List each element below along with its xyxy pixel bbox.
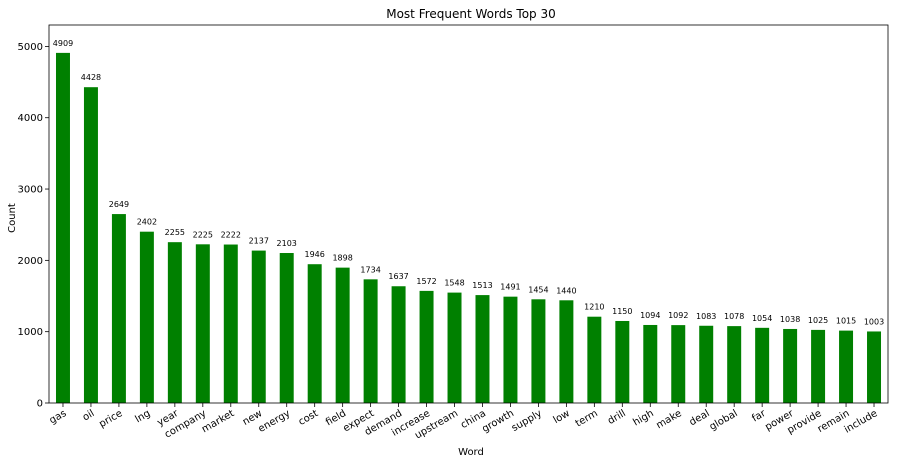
y-axis-title: Count bbox=[7, 203, 18, 233]
data-label-low: 1440 bbox=[556, 286, 576, 295]
bar-lng bbox=[139, 231, 154, 403]
bar-cost bbox=[307, 264, 322, 403]
x-tick-label-cost: cost bbox=[297, 408, 321, 428]
plot-frame bbox=[48, 24, 889, 404]
x-tick-label-term: term bbox=[574, 408, 600, 429]
data-label-gas: 4909 bbox=[53, 39, 73, 48]
x-tick-label-market: market bbox=[200, 408, 236, 435]
bar-term bbox=[587, 316, 602, 403]
x-tick-label-oil: oil bbox=[81, 408, 97, 423]
data-label-far: 1054 bbox=[752, 314, 772, 323]
bar-low bbox=[559, 300, 574, 403]
bar-oil bbox=[83, 87, 98, 403]
x-tick-label-drill: drill bbox=[606, 408, 628, 427]
data-label-year: 2255 bbox=[165, 228, 185, 237]
data-label-upstream: 1548 bbox=[444, 279, 464, 288]
bar-remain bbox=[839, 330, 854, 403]
bar-field bbox=[335, 267, 350, 403]
data-label-company: 2225 bbox=[193, 230, 213, 239]
bar-power bbox=[783, 328, 798, 403]
bar-energy bbox=[279, 253, 294, 403]
data-label-china: 1513 bbox=[472, 281, 492, 290]
bar-supply bbox=[531, 299, 546, 403]
bar-global bbox=[727, 326, 742, 403]
data-label-lng: 2402 bbox=[137, 218, 157, 227]
bar-new bbox=[251, 250, 266, 403]
bar-provide bbox=[811, 329, 826, 403]
x-tick-label-energy: energy bbox=[257, 408, 293, 435]
bar-expect bbox=[363, 279, 378, 403]
bar-market bbox=[223, 244, 238, 403]
x-tick-label-supply: supply bbox=[510, 408, 544, 434]
y-tick-label-2000: 2000 bbox=[18, 256, 43, 267]
chart-title: Most Frequent Words Top 30 bbox=[386, 7, 556, 21]
data-label-provide: 1025 bbox=[808, 316, 828, 325]
x-tick-label-make: make bbox=[654, 408, 683, 431]
bar-china bbox=[475, 295, 490, 403]
data-label-power: 1038 bbox=[780, 315, 800, 324]
x-tick-label-gas: gas bbox=[48, 408, 69, 426]
x-axis-title: Word bbox=[458, 447, 484, 458]
data-label-cost: 1946 bbox=[305, 250, 325, 259]
data-label-new: 2137 bbox=[249, 237, 269, 246]
y-tick-label-1000: 1000 bbox=[18, 327, 43, 338]
y-tick-label-3000: 3000 bbox=[18, 185, 43, 196]
data-label-include: 1003 bbox=[864, 317, 884, 326]
bar-demand bbox=[391, 286, 406, 403]
bar-increase bbox=[419, 290, 434, 403]
data-label-deal: 1083 bbox=[696, 312, 716, 321]
bar-growth bbox=[503, 296, 518, 403]
data-label-global: 1078 bbox=[724, 312, 744, 321]
data-label-drill: 1150 bbox=[612, 307, 632, 316]
bars-group bbox=[55, 52, 882, 403]
y-axis: 0 1000 2000 3000 4000 5000 bbox=[18, 42, 49, 410]
bar-far bbox=[755, 327, 770, 403]
y-tick-label-4000: 4000 bbox=[18, 113, 43, 124]
x-tick-label-global: global bbox=[708, 408, 740, 433]
data-label-expect: 1734 bbox=[360, 265, 380, 274]
bar-drill bbox=[615, 320, 630, 403]
data-label-energy: 2103 bbox=[277, 239, 297, 248]
data-label-remain: 1015 bbox=[836, 317, 856, 326]
bar-make bbox=[671, 325, 686, 403]
data-label-increase: 1572 bbox=[416, 277, 436, 286]
data-label-growth: 1491 bbox=[500, 283, 520, 292]
x-tick-label-low: low bbox=[552, 408, 572, 426]
bar-high bbox=[643, 324, 658, 403]
data-label-make: 1092 bbox=[668, 311, 688, 320]
bar-include bbox=[867, 331, 882, 403]
data-label-market: 2222 bbox=[221, 231, 241, 240]
bar-deal bbox=[699, 325, 714, 403]
data-labels-group: 4909 4428 2649 2402 2255 2225 2222 2137 2103 1946… bbox=[53, 39, 884, 327]
data-label-high: 1094 bbox=[640, 311, 660, 320]
bar-company bbox=[195, 244, 210, 403]
bar-upstream bbox=[447, 292, 462, 403]
bar-year bbox=[167, 242, 182, 403]
x-tick-label-lng: lng bbox=[133, 408, 152, 425]
data-label-oil: 4428 bbox=[81, 73, 101, 82]
x-tick-label-growth: growth bbox=[480, 408, 516, 435]
x-tick-label-high: high bbox=[631, 408, 655, 428]
data-label-demand: 1637 bbox=[388, 272, 408, 281]
data-label-field: 1898 bbox=[332, 254, 352, 263]
bar-price bbox=[111, 214, 126, 403]
data-label-price: 2649 bbox=[109, 200, 129, 209]
y-tick-label-0: 0 bbox=[37, 399, 43, 410]
data-label-term: 1210 bbox=[584, 303, 604, 312]
bar-gas bbox=[55, 52, 70, 403]
data-label-supply: 1454 bbox=[528, 285, 548, 294]
y-tick-label-5000: 5000 bbox=[18, 42, 43, 53]
x-tick-label-price: price bbox=[97, 408, 124, 430]
